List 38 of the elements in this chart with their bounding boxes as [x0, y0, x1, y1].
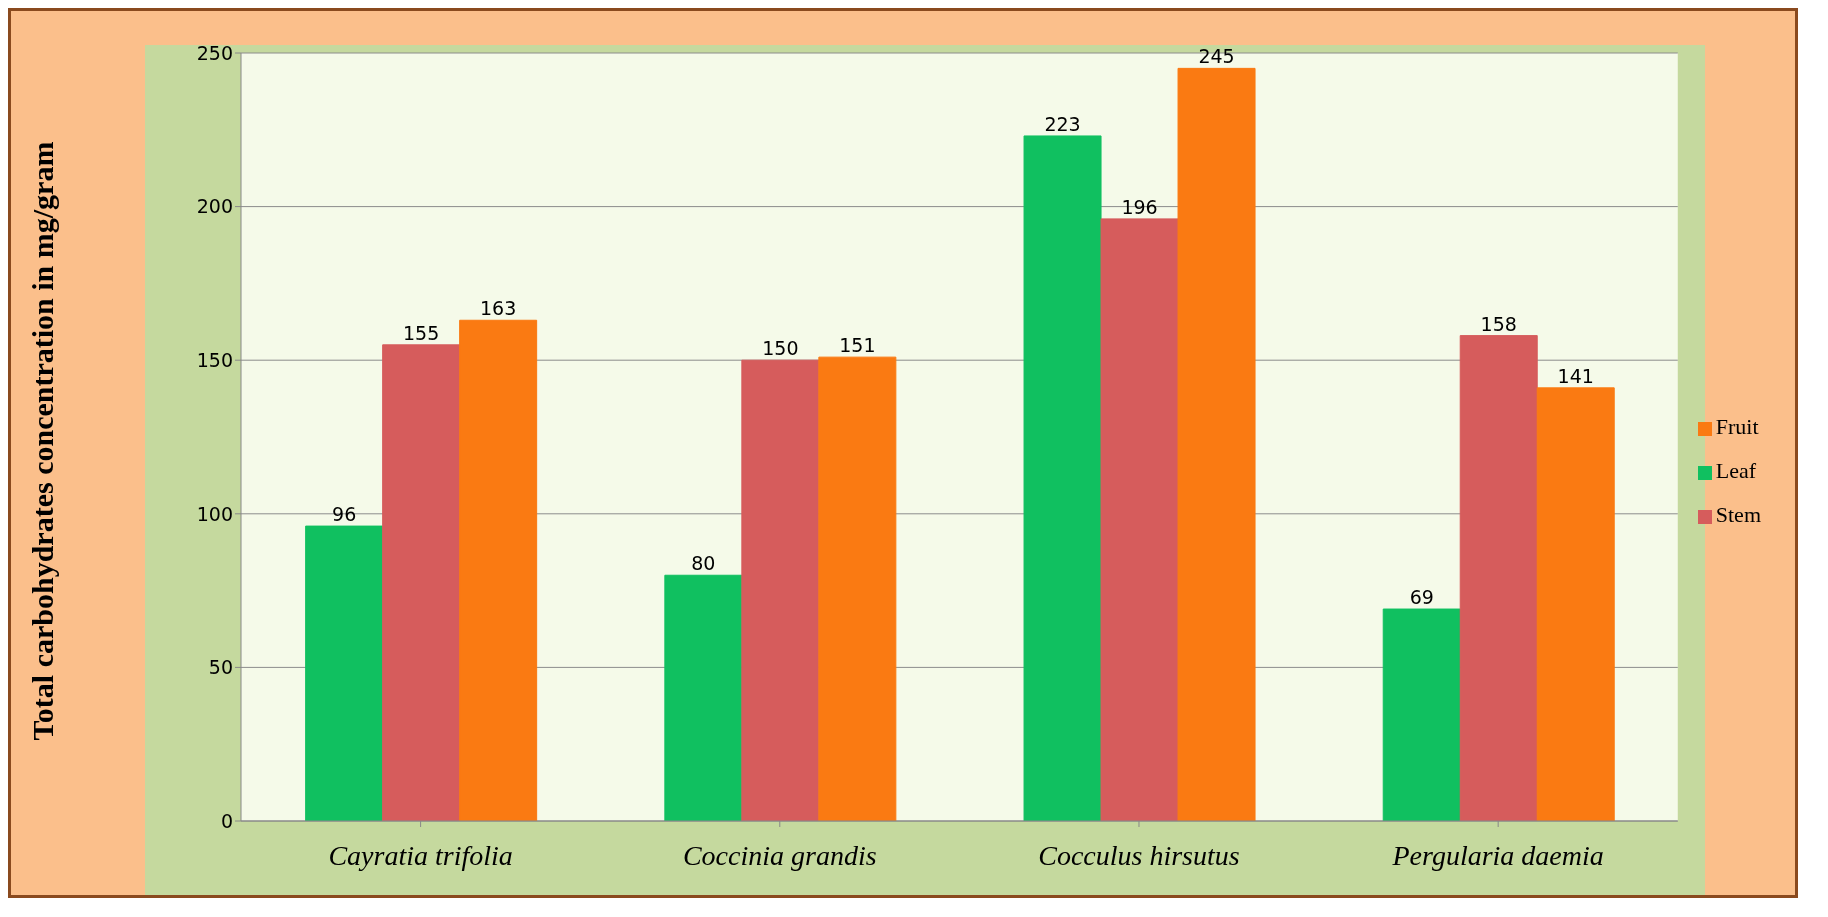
data-label: 163 — [480, 297, 517, 320]
bar — [1536, 387, 1615, 821]
bar — [1382, 608, 1461, 821]
data-label: 150 — [762, 337, 799, 360]
x-tick-label: Pergularia daemia — [1391, 839, 1604, 871]
bar — [818, 356, 897, 821]
bar — [1459, 335, 1538, 821]
data-label: 141 — [1557, 364, 1594, 387]
bar — [1100, 218, 1179, 821]
bar — [382, 344, 461, 821]
data-label: 223 — [1044, 112, 1081, 135]
y-tick-label: 0 — [220, 809, 233, 832]
legend-label: Leaf — [1715, 458, 1757, 483]
x-tick-label: Cayratia trifolia — [328, 839, 513, 871]
x-tick-label: Coccinia grandis — [682, 839, 877, 871]
data-label: 80 — [691, 552, 716, 575]
y-tick-label: 100 — [196, 502, 233, 525]
bar — [459, 319, 538, 821]
data-label: 96 — [332, 503, 357, 526]
bar — [1023, 135, 1102, 821]
legend-label: Stem — [1715, 502, 1761, 527]
y-tick-label: 50 — [208, 656, 233, 679]
y-axis-title: Total carbohydrates concentration in mg/gram — [25, 141, 60, 741]
data-label: 158 — [1480, 312, 1517, 335]
data-label: 69 — [1409, 586, 1434, 609]
bar — [1177, 67, 1256, 821]
bar — [741, 359, 820, 821]
data-label: 245 — [1198, 45, 1235, 68]
legend-label: Fruit — [1715, 414, 1759, 439]
y-tick-label: 150 — [196, 348, 233, 371]
bar — [305, 525, 384, 821]
data-label: 196 — [1121, 195, 1158, 218]
y-tick-label: 200 — [196, 195, 233, 218]
bar — [664, 574, 743, 821]
y-tick-label: 250 — [196, 41, 233, 64]
data-label: 155 — [403, 321, 440, 344]
data-label: 151 — [839, 334, 876, 357]
x-tick-label: Cocculus hirsutus — [1038, 839, 1240, 871]
